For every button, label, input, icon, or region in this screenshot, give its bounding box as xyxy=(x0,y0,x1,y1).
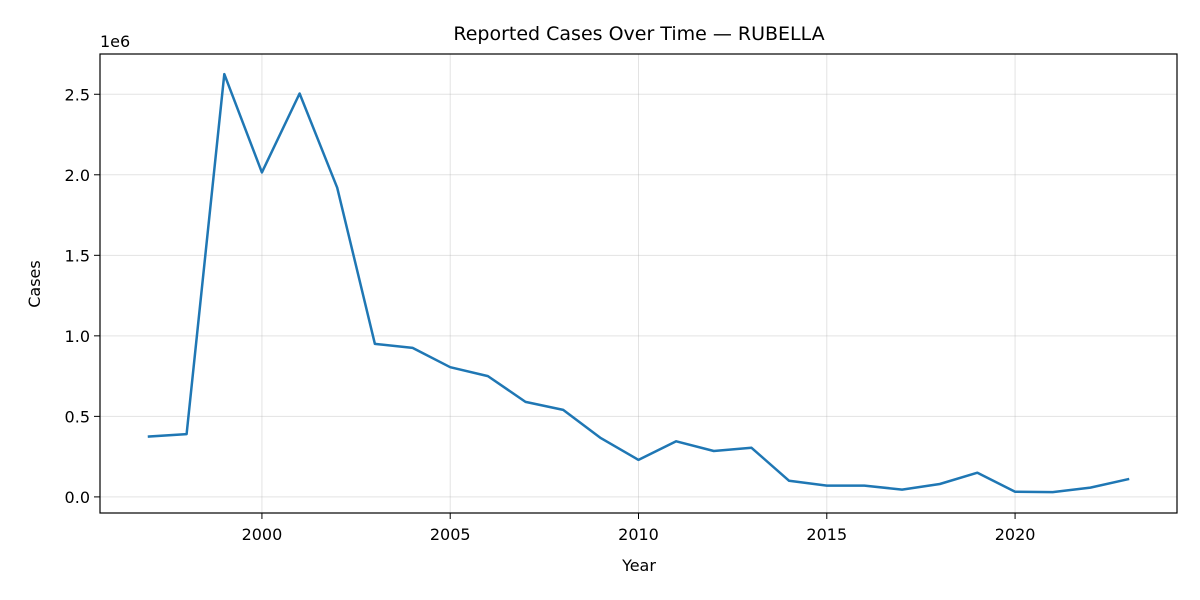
y-tick-label: 0.0 xyxy=(65,488,90,507)
x-tick-label: 2015 xyxy=(806,525,847,544)
chart-title: Reported Cases Over Time — RUBELLA xyxy=(453,23,824,45)
y-axis-label: Cases xyxy=(25,260,44,308)
y-axis: 0.0 0.5 1.0 1.5 2.0 2.5 xyxy=(65,85,100,507)
x-tick-label: 2010 xyxy=(618,525,659,544)
x-tick-label: 2000 xyxy=(242,525,283,544)
y-tick-label: 2.0 xyxy=(65,166,90,185)
x-tick-label: 2020 xyxy=(995,525,1036,544)
x-axis: 2000 2005 2010 2015 2020 xyxy=(242,513,1036,544)
x-tick-label: 2005 xyxy=(430,525,471,544)
y-tick-label: 2.5 xyxy=(65,85,90,104)
y-tick-label: 0.5 xyxy=(65,407,90,426)
x-axis-label: Year xyxy=(621,556,656,575)
y-tick-label: 1.5 xyxy=(65,246,90,265)
y-axis-offset-label: 1e6 xyxy=(100,32,130,51)
grid xyxy=(100,54,1177,513)
series-line-cases xyxy=(147,72,1130,494)
y-tick-label: 1.0 xyxy=(65,327,90,346)
